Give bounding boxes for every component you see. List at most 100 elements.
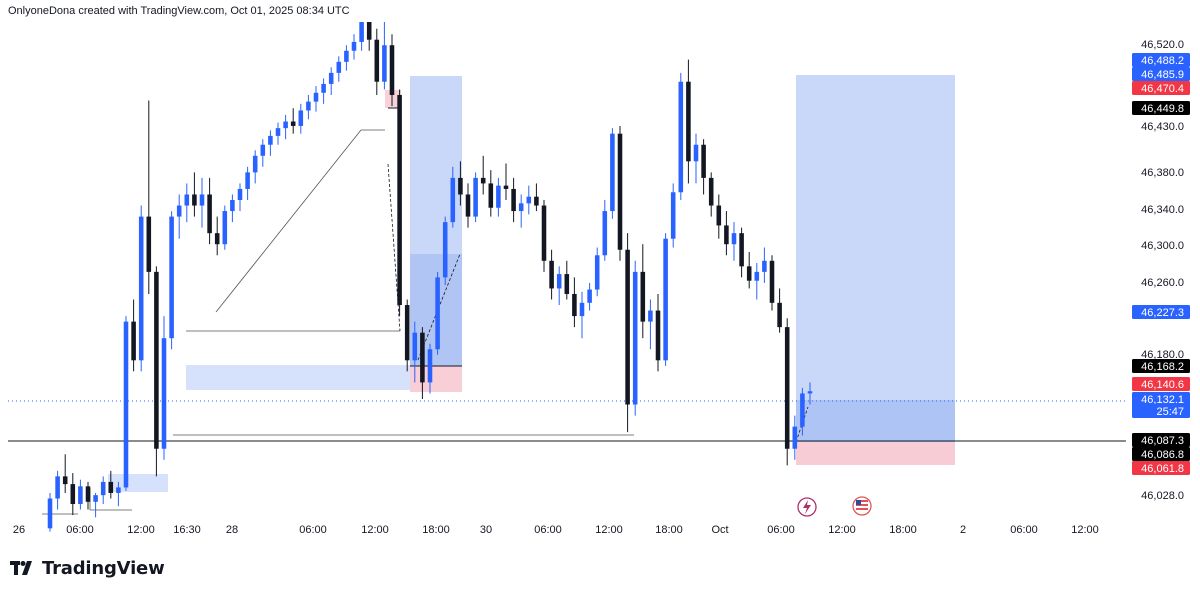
candle-body (275, 128, 281, 136)
stop-zone-left (410, 366, 462, 392)
candle (594, 247, 600, 297)
candle (496, 177, 501, 217)
candle (412, 321, 418, 383)
candle (192, 172, 197, 217)
candle-body (336, 61, 342, 73)
candle (207, 177, 212, 245)
candle (663, 233, 668, 366)
candle-body (724, 225, 729, 245)
candle (161, 316, 167, 460)
candle (784, 318, 790, 466)
candle-body (366, 22, 372, 40)
time-tick-label: 18:00 (889, 524, 917, 536)
candle-body (678, 81, 684, 193)
chart-area[interactable]: 46,520.0 46,430.0 46,380.0 46,340.0 46,300.0… (8, 22, 1192, 542)
candle-body (594, 255, 600, 290)
svg-text:46,086.8: 46,086.8 (1141, 449, 1184, 461)
candle (579, 291, 585, 339)
stop-zone-right (796, 442, 955, 465)
candle-body (123, 321, 129, 488)
candle-body (344, 50, 349, 62)
candle (640, 244, 646, 339)
candle-body (412, 332, 418, 361)
time-tick-label: 12:00 (1071, 524, 1099, 536)
candle-body (746, 266, 752, 281)
candle (435, 271, 440, 355)
price-label-badge: 46,488.2 (1132, 53, 1190, 67)
candle (298, 103, 304, 134)
candle (138, 205, 144, 372)
candle-body (442, 222, 448, 278)
candle (275, 122, 281, 145)
candle-body (534, 196, 539, 206)
candle (465, 183, 471, 228)
candle (762, 247, 767, 283)
candle-body (420, 332, 425, 383)
candle (313, 86, 319, 112)
candle (792, 415, 798, 460)
candle-body (146, 216, 152, 272)
candle-body (496, 185, 501, 208)
svg-text:46,449.8: 46,449.8 (1141, 103, 1184, 115)
candle (534, 183, 539, 212)
time-tick-label: 06:00 (66, 524, 94, 536)
candle-body (670, 192, 676, 239)
candle-body (663, 238, 668, 361)
time-tick-label: 30 (480, 524, 492, 536)
candle-body (807, 391, 813, 394)
candle-body (237, 188, 243, 201)
candle-body (93, 495, 98, 502)
time-tick-label: 12:00 (595, 524, 623, 536)
candle (739, 227, 744, 278)
svg-text:46,488.2: 46,488.2 (1141, 55, 1184, 67)
candle-body (784, 327, 790, 449)
candle-body (556, 274, 562, 289)
candle-body (769, 260, 775, 303)
candle (374, 28, 380, 95)
candle-body (572, 293, 577, 317)
candle (442, 216, 448, 286)
candle-body (511, 188, 516, 212)
candle (503, 163, 509, 201)
candle-body (214, 233, 220, 245)
candle (131, 299, 136, 372)
candle-body (176, 205, 182, 217)
sl-zone-left (385, 90, 401, 108)
candle-body (55, 476, 60, 499)
time-tick-label: 18:00 (422, 524, 450, 536)
price-label-badge: 46,061.8 (1132, 461, 1190, 475)
candle (777, 288, 782, 333)
tradingview-brand: TradingView (42, 557, 165, 579)
flag-stripe-icon (856, 500, 868, 502)
price-tick-label: 46,380.0 (1141, 167, 1184, 179)
candle (708, 172, 714, 217)
candle (93, 492, 98, 518)
candle (800, 387, 805, 436)
flag-stripe-icon (856, 504, 868, 506)
candle (268, 130, 273, 156)
candle-body (602, 211, 608, 256)
candle (62, 454, 68, 493)
svg-text:46,061.8: 46,061.8 (1141, 463, 1184, 475)
candlestick-chart[interactable]: 46,520.0 46,430.0 46,380.0 46,340.0 46,300.0… (8, 22, 1192, 542)
candle (336, 56, 342, 82)
candle (754, 263, 760, 300)
candle-body (169, 216, 174, 339)
svg-text:46,140.6: 46,140.6 (1141, 379, 1184, 391)
time-tick-label: 28 (226, 524, 238, 536)
candle (47, 492, 53, 532)
candle (359, 22, 364, 51)
price-label-badge: 46,168.2 (1132, 359, 1190, 373)
flag-stripe-icon (856, 508, 868, 510)
candle-body (404, 305, 410, 361)
candle-body (161, 338, 167, 449)
price-tick-label: 46,180.0 (1141, 349, 1184, 361)
candle-body (579, 302, 585, 317)
candle-body (252, 155, 258, 173)
svg-text:46,168.2: 46,168.2 (1141, 361, 1184, 373)
candle (610, 128, 615, 219)
candle-body (549, 260, 554, 289)
svg-text:46,227.3: 46,227.3 (1141, 307, 1184, 319)
candle (617, 125, 623, 261)
candle (564, 260, 570, 300)
